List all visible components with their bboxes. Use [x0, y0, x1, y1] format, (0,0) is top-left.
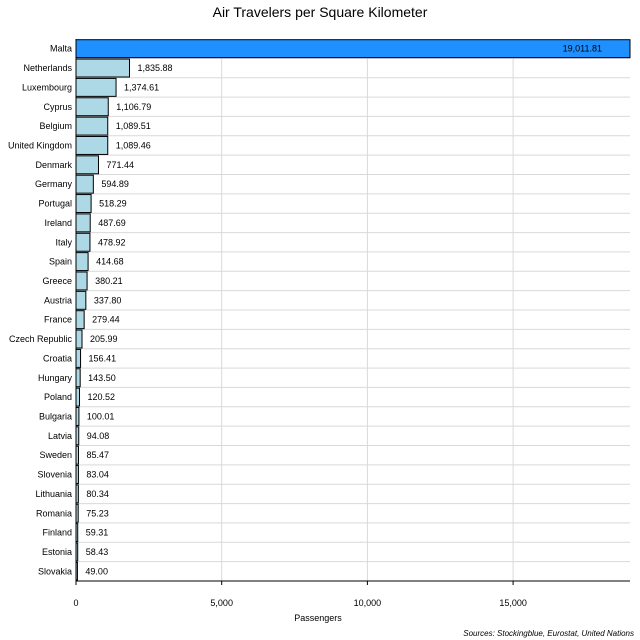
- value-label: 1,089.51: [116, 121, 151, 131]
- value-label: 478.92: [98, 237, 126, 247]
- bar-malta: [75, 39, 631, 59]
- category-labels: Malta Netherlands Luxembourg Cyprus Belgium U…: [8, 44, 73, 577]
- category-label: Finland: [42, 528, 72, 538]
- value-label: 414.68: [96, 257, 124, 267]
- value-label: 49.00: [85, 566, 108, 576]
- bar-czech-republic: [75, 329, 83, 349]
- bar-spain: [75, 252, 89, 272]
- bar-belgium: [75, 116, 109, 136]
- value-label: 1,106.79: [116, 102, 151, 112]
- category-label: Malta: [50, 44, 72, 54]
- category-label: Estonia: [42, 547, 72, 557]
- bar-netherlands: [75, 58, 130, 78]
- bar-france: [75, 310, 85, 330]
- value-label: 58.43: [86, 547, 109, 557]
- grid-lines: [76, 39, 630, 581]
- category-label: Denmark: [35, 160, 72, 170]
- value-label: 100.01: [87, 411, 115, 421]
- value-label: 594.89: [101, 179, 129, 189]
- value-label: 279.44: [92, 315, 120, 325]
- category-label: Portugal: [38, 199, 72, 209]
- value-label: 156.41: [89, 353, 117, 363]
- category-label: Ireland: [44, 218, 72, 228]
- category-label: Luxembourg: [22, 82, 72, 92]
- category-label: Greece: [42, 276, 72, 286]
- x-tick-label: 5,000: [210, 598, 233, 608]
- value-label: 120.52: [88, 392, 116, 402]
- value-label: 205.99: [90, 334, 118, 344]
- value-label: 771.44: [106, 160, 134, 170]
- value-label: 1,374.61: [124, 82, 159, 92]
- category-label: Austria: [44, 295, 72, 305]
- value-label: 85.47: [86, 450, 109, 460]
- x-tick-label: 0: [73, 598, 78, 608]
- value-label: 518.29: [99, 199, 127, 209]
- value-label: 80.34: [86, 489, 109, 499]
- bar-croatia: [75, 348, 82, 368]
- x-tick-labels: 0 5,000 10,000 15,000: [73, 581, 527, 608]
- category-label: Romania: [36, 508, 72, 518]
- category-label: Hungary: [38, 373, 73, 383]
- bar-united-kingdom: [75, 135, 109, 155]
- axes: [75, 39, 630, 582]
- value-label: 487.69: [98, 218, 126, 228]
- bar-greece: [75, 271, 88, 291]
- value-label: 1,835.88: [137, 63, 172, 73]
- bar-ireland: [75, 213, 91, 233]
- value-label: 143.50: [88, 373, 116, 383]
- category-label: Czech Republic: [9, 334, 73, 344]
- category-label: Germany: [35, 179, 73, 189]
- category-label: Netherlands: [23, 63, 72, 73]
- bar-poland: [75, 387, 81, 407]
- category-label: Croatia: [43, 353, 72, 363]
- value-label: 337.80: [94, 295, 122, 305]
- category-label: Latvia: [48, 431, 72, 441]
- bar-italy: [75, 232, 91, 252]
- category-label: Italy: [55, 237, 72, 247]
- bar-germany: [75, 174, 94, 194]
- x-axis-label: Passengers: [294, 613, 342, 623]
- x-tick-label: 10,000: [354, 598, 382, 608]
- category-label: Sweden: [39, 450, 72, 460]
- category-label: United Kingdom: [8, 140, 72, 150]
- category-label: Lithuania: [35, 489, 72, 499]
- category-label: France: [44, 315, 72, 325]
- bar-austria: [75, 290, 87, 310]
- bars: [75, 39, 631, 581]
- value-label: 83.04: [86, 470, 109, 480]
- source-note: Sources: Stockingblue, Eurostat, United …: [463, 629, 634, 638]
- category-label: Spain: [49, 257, 72, 267]
- category-label: Belgium: [39, 121, 72, 131]
- category-label: Bulgaria: [39, 411, 72, 421]
- category-label: Slovakia: [38, 566, 72, 576]
- category-label: Cyprus: [43, 102, 72, 112]
- value-label: 75.23: [86, 508, 109, 518]
- bar-portugal: [75, 194, 92, 214]
- value-label: 94.08: [87, 431, 110, 441]
- bar-hungary: [75, 368, 81, 388]
- category-label: Poland: [44, 392, 72, 402]
- x-tick-label: 15,000: [499, 598, 527, 608]
- value-labels: 19,011.81 1,835.88 1,374.61 1,106.79 1,089.5…: [85, 44, 602, 577]
- bar-luxembourg: [75, 77, 117, 97]
- value-label: 380.21: [95, 276, 123, 286]
- value-label: 1,089.46: [116, 140, 151, 150]
- value-label: 59.31: [86, 528, 109, 538]
- bar-denmark: [75, 155, 99, 175]
- chart-title: Air Travelers per Square Kilometer: [212, 4, 428, 20]
- bar-cyprus: [75, 97, 109, 117]
- category-label: Slovenia: [37, 470, 72, 480]
- value-label: 19,011.81: [563, 44, 602, 54]
